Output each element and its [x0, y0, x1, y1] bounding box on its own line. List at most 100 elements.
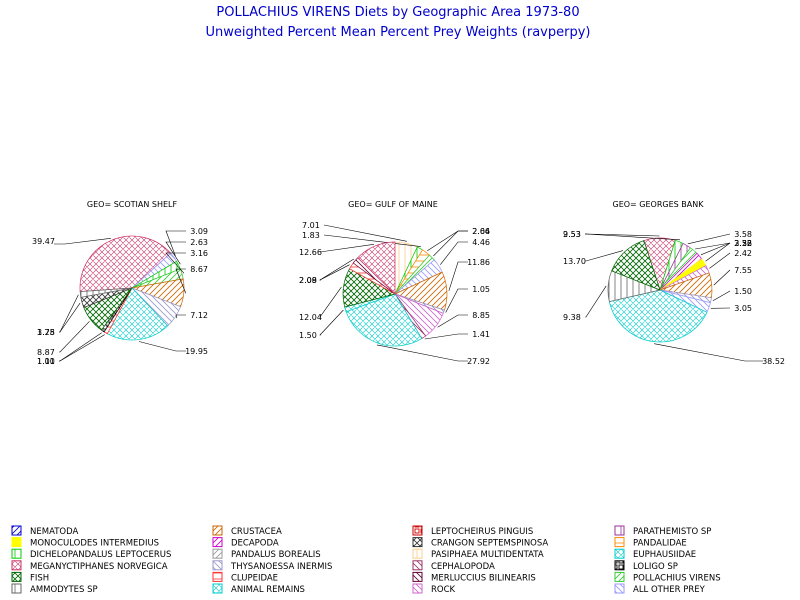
- leader-line: [448, 261, 468, 291]
- pie-slice-meganyctiphanes-norvegica: [357, 241, 396, 295]
- data-label: 7.55: [734, 266, 752, 275]
- legend-item-all-other-prey: ALL OTHER PREY: [614, 583, 706, 595]
- legend-label: PARATHEMISTO SP: [633, 527, 711, 537]
- legend-swatch: [212, 560, 223, 571]
- data-label: 7.01: [302, 221, 320, 230]
- leader-line: [165, 230, 186, 257]
- data-label: 1.05: [472, 285, 490, 294]
- data-label: 9.53: [563, 230, 581, 239]
- legend-label: PANDALIDAE: [633, 539, 687, 549]
- legend-item-pasiphaea-multidentata: PASIPHAEA MULTIDENTATA: [412, 548, 544, 560]
- pie-title: GEO= GULF OF MAINE: [348, 200, 438, 209]
- legend-label: LEPTOCHEIRUS PINGUIS: [431, 527, 533, 537]
- data-label: 2.64: [472, 227, 490, 236]
- leader-line: [59, 294, 79, 333]
- legend-swatch: [11, 537, 22, 548]
- leader-line: [319, 244, 375, 253]
- legend: NEMATODA CRUSTACEA LEPTOCHEIRUS PINGUIS PAR…: [11, 525, 721, 595]
- legend-label: THYSANOESSA INERMIS: [230, 562, 332, 572]
- legend-item-euphausiidae: EUPHAUSIIDAE: [614, 548, 696, 560]
- leader-line: [175, 268, 187, 294]
- legend-item-monoculodes-intermedius: MONOCULODES INTERMEDIUS: [11, 537, 159, 549]
- data-label: 2.08: [299, 276, 317, 285]
- legend-swatch: [412, 571, 423, 582]
- legend-swatch: [614, 548, 625, 559]
- leader-line: [165, 241, 186, 265]
- legend-label: CLUPEIDAE: [231, 573, 278, 583]
- data-label: 1.83: [302, 231, 320, 240]
- legend-swatch: [11, 560, 22, 571]
- leader-line: [585, 285, 607, 318]
- leader-line: [59, 332, 102, 362]
- legend-swatch: [11, 583, 22, 594]
- data-label: 1.10: [37, 357, 55, 366]
- data-label: 1.41: [472, 330, 490, 339]
- legend-label: EUPHAUSIIDAE: [633, 550, 696, 560]
- data-label: 2.42: [734, 249, 752, 258]
- legend-label: ROCK: [431, 585, 456, 595]
- pie-title: GEO= GEORGES BANK: [613, 200, 705, 209]
- data-label: 3.56: [734, 239, 752, 248]
- legend-swatch: [614, 525, 625, 536]
- leader-line: [433, 230, 468, 257]
- data-label: 4.46: [472, 238, 490, 247]
- legend-item-leptocheirus-pinguis: LEPTOCHEIRUS PINGUIS: [412, 525, 533, 537]
- legend-label: CRUSTACEA: [231, 527, 282, 537]
- legend-swatch: [212, 537, 223, 548]
- legend-label: MONOCULODES INTERMEDIUS: [30, 539, 159, 549]
- legend-swatch: [212, 583, 223, 594]
- pie-title: GEO= SCOTIAN SHELF: [87, 200, 178, 209]
- data-label: 19.95: [185, 347, 208, 356]
- legend-label: PANDALUS BOREALIS: [231, 550, 321, 560]
- data-label: 8.85: [472, 311, 490, 320]
- legend-swatch: [11, 548, 22, 559]
- leader-line: [440, 241, 468, 265]
- leader-line: [323, 224, 407, 242]
- legend-item-cephalopoda: CEPHALOPODA: [412, 560, 495, 572]
- legend-swatch: [212, 525, 223, 536]
- legend-swatch: [412, 525, 423, 536]
- data-label: 39.47: [32, 237, 55, 246]
- data-label: 1.50: [299, 331, 317, 340]
- pies-layer: GEO= SCOTIAN SHELF 39.47 3.09 2.63 3.16 8.67 7…: [32, 200, 785, 366]
- legend-label: ALL OTHER PREY: [633, 585, 706, 595]
- data-label: 3.16: [190, 249, 208, 258]
- legend-swatch: [212, 571, 223, 582]
- pie-geo-georges-bank: GEO= GEORGES BANK 9.532.53 3.583.562.222.3…: [563, 200, 785, 366]
- legend-label: CRANGON SEPTEMSPINOSA: [431, 539, 548, 549]
- leader-line: [585, 233, 681, 241]
- leader-line: [585, 250, 624, 262]
- pie-slice-animal-remains: [608, 289, 708, 343]
- legend-swatch: [614, 583, 625, 594]
- leader-line: [695, 242, 731, 250]
- leader-line: [654, 343, 763, 362]
- leader-line: [175, 314, 186, 319]
- legend-item-clupeidae: CLUPEIDAE: [212, 571, 278, 583]
- legend-item-rock: ROCK: [412, 583, 456, 595]
- leader-line: [318, 258, 355, 281]
- legend-label: CEPHALOPODA: [431, 562, 495, 572]
- legend-item-fish: FISH: [11, 571, 49, 583]
- leader-line: [323, 234, 421, 247]
- legend-swatch: [614, 537, 625, 548]
- leader-line: [319, 264, 350, 281]
- legend-item-meganyctiphanes-norvegica: MEGANYCTIPHANES NORVEGICA: [11, 560, 168, 572]
- legend-label: LOLIGO SP: [633, 562, 678, 572]
- pie-geo-gulf-of-maine: GEO= GULF OF MAINE 7.011.83 2.642.06 4.46 11…: [299, 200, 490, 366]
- legend-item-crangon-septemspinosa: CRANGON SEPTEMSPINOSA: [412, 537, 548, 549]
- legend-swatch: [11, 525, 22, 536]
- legend-label: MERLUCCIUS BILINEARIS: [431, 573, 536, 583]
- legend-item-pandalidae: PANDALIDAE: [614, 537, 687, 549]
- data-label: 2.09: [299, 276, 317, 285]
- legend-item-merluccius-bilinearis: MERLUCCIUS BILINEARIS: [412, 571, 536, 583]
- leader-line: [319, 309, 344, 336]
- pie-slice-fish: [611, 240, 661, 291]
- pie-slice-meganyctiphanes-norvegica: [79, 235, 172, 293]
- data-label: 9.38: [563, 313, 581, 322]
- data-label: 38.52: [762, 357, 785, 366]
- legend-label: NEMATODA: [30, 527, 78, 537]
- legend-swatch: [412, 548, 423, 559]
- legend-item-ammodytes-sp: AMMODYTES SP: [11, 583, 98, 595]
- leader-line: [713, 269, 731, 286]
- legend-swatch: [614, 560, 625, 571]
